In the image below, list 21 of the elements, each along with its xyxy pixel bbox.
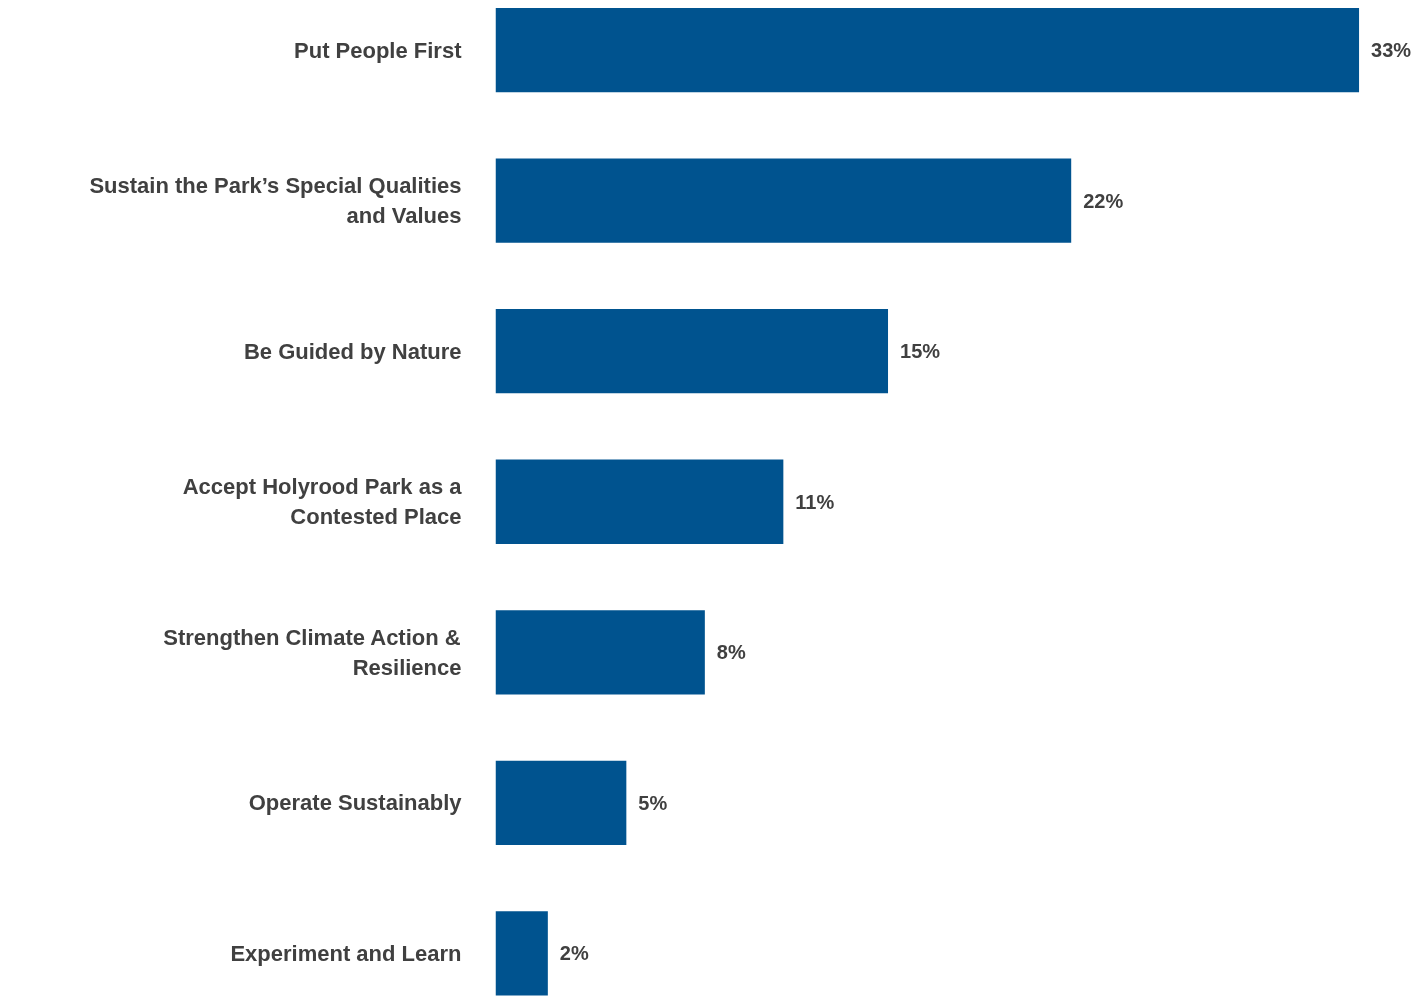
bar: [495, 8, 1360, 93]
y-tick-label: Strengthen Climate Action & Resilience: [163, 624, 462, 680]
bar: [495, 459, 784, 544]
bar: [495, 158, 1072, 243]
data-label: 22%: [1083, 189, 1124, 212]
data-label: 5%: [638, 791, 668, 814]
y-tick-label: Experiment and Learn: [230, 940, 462, 966]
y-tick-label: Accept Holyrood Park as a Contested Place: [182, 474, 463, 530]
y-tick-label: Put People First: [294, 37, 463, 63]
y-tick-label: Be Guided by Nature: [243, 338, 462, 364]
data-label: 11%: [795, 490, 835, 513]
data-label: 15%: [900, 340, 941, 363]
data-label: 2%: [559, 942, 589, 965]
y-tick-label: Operate Sustainably: [248, 790, 463, 816]
data-label: 33%: [1371, 39, 1412, 62]
bar: [495, 911, 548, 996]
bar: [495, 610, 705, 695]
bar: [495, 309, 889, 394]
bar: [495, 760, 627, 845]
y-tick-label: Sustain the Park’s Special Qualities and Values: [89, 173, 462, 229]
data-label: 8%: [716, 641, 746, 664]
